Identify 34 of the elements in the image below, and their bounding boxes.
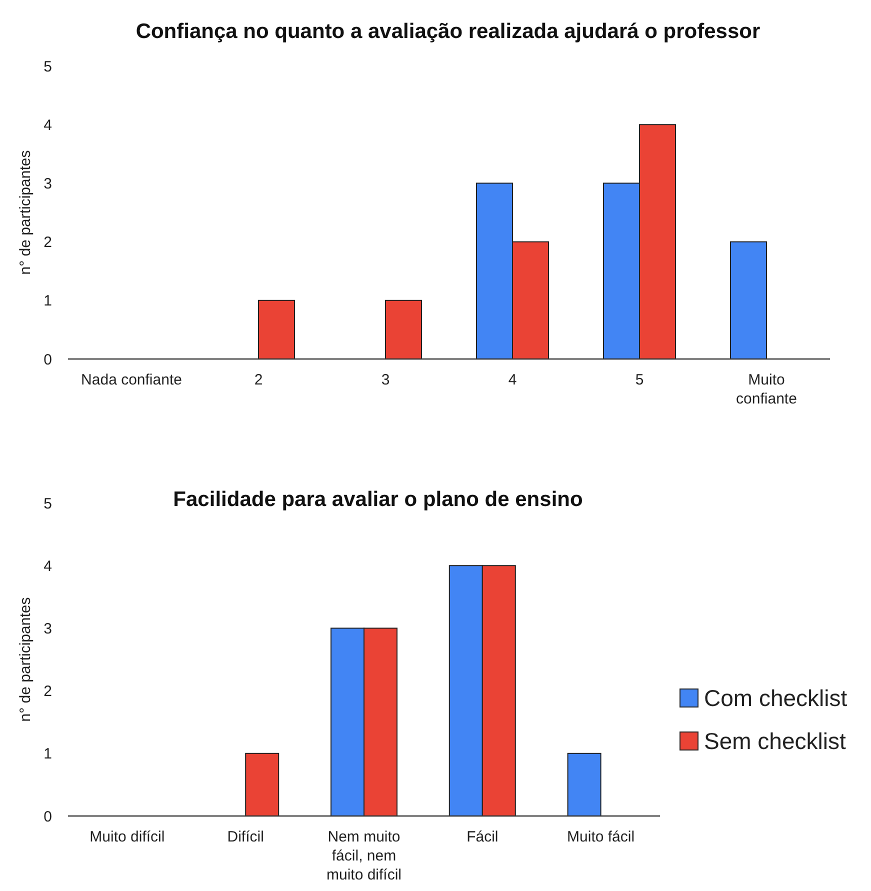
y-tick-label: 3 xyxy=(44,175,52,192)
y-tick-label: 0 xyxy=(44,351,52,368)
y-axis-title: n° de participantes xyxy=(17,150,34,275)
x-tick-label: Difícil xyxy=(227,828,264,846)
chart-title: Confiança no quanto a avaliação realizada ajudará o professor xyxy=(136,20,760,43)
x-tick-label: Fácil xyxy=(466,828,498,846)
legend-label: Com checklist xyxy=(704,685,848,712)
x-tick-label: Nem muito fácil, nem muito difícil xyxy=(326,828,402,884)
x-tick-label: Nada confiante xyxy=(81,371,182,388)
bar xyxy=(258,300,295,360)
x-tick-label: 5 xyxy=(635,371,644,388)
legend-label: Sem checklist xyxy=(704,728,846,754)
x-tick-label: 3 xyxy=(381,371,390,388)
y-tick-label: 1 xyxy=(44,292,52,310)
x-tick-label: Muito confiante xyxy=(736,371,797,408)
x-tick-label: Muito difícil xyxy=(90,828,165,846)
y-tick-label: 2 xyxy=(44,234,52,252)
x-tick-label: 2 xyxy=(254,371,263,388)
y-tick-label: 5 xyxy=(44,58,52,76)
y-axis-title: n° de participantes xyxy=(17,597,34,722)
chart-title: Facilidade para avaliar o plano de ensino xyxy=(173,488,583,511)
bar xyxy=(730,241,767,360)
bar xyxy=(385,300,422,360)
y-tick-label: 2 xyxy=(44,683,52,700)
y-tick-label: 4 xyxy=(44,116,52,134)
x-tick-label: 4 xyxy=(508,371,517,388)
bar xyxy=(245,752,280,816)
x-tick-label: Muito fácil xyxy=(567,828,635,846)
y-tick-label: 4 xyxy=(44,558,52,575)
y-tick-label: 1 xyxy=(44,746,52,763)
y-tick-label: 5 xyxy=(44,495,52,512)
bar xyxy=(567,752,602,816)
y-tick-label: 0 xyxy=(44,808,52,826)
y-tick-label: 3 xyxy=(44,620,52,638)
